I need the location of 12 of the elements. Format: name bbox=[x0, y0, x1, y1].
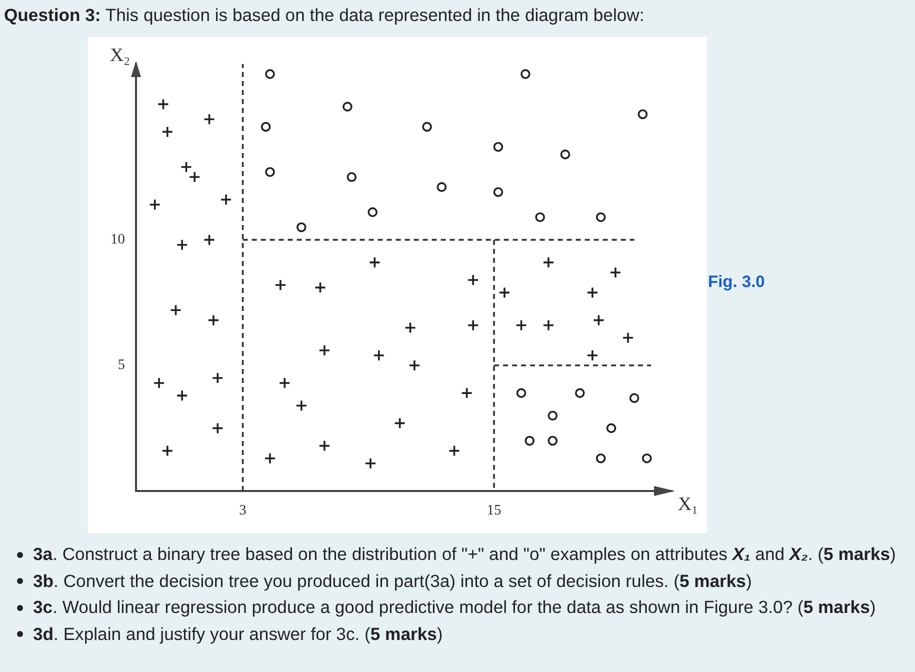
text: 3a. Construct a binary tree based on the distribution of "+" and "o" examples on attributes X₁ and X₂. (5 marks) bbox=[33, 544, 896, 564]
x-axis-title: X₁ bbox=[678, 494, 698, 515]
y-tick-label: 10 bbox=[110, 232, 125, 248]
chart-title: Question 3: This question is based on the data represented in the diagram below: bbox=[4, 5, 644, 25]
y-tick-label: 5 bbox=[118, 357, 125, 374]
text: 3c. Would linear regression produce a good predictive model for the data as shown in Figure 3.0? (5 marks) bbox=[33, 597, 876, 617]
text: 3b. Convert the decision tree you produced in part(3a) into a set of decision rules. (5 marks) bbox=[33, 570, 752, 590]
text: 3d. Explain and justify your answer for 3c. (5 marks) bbox=[33, 624, 443, 644]
y-axis-title: X₂ bbox=[110, 44, 130, 66]
x-tick-label: 3 bbox=[239, 502, 246, 519]
x-tick-label: 15 bbox=[486, 502, 502, 519]
caption: Fig. 3.0 bbox=[708, 273, 765, 291]
